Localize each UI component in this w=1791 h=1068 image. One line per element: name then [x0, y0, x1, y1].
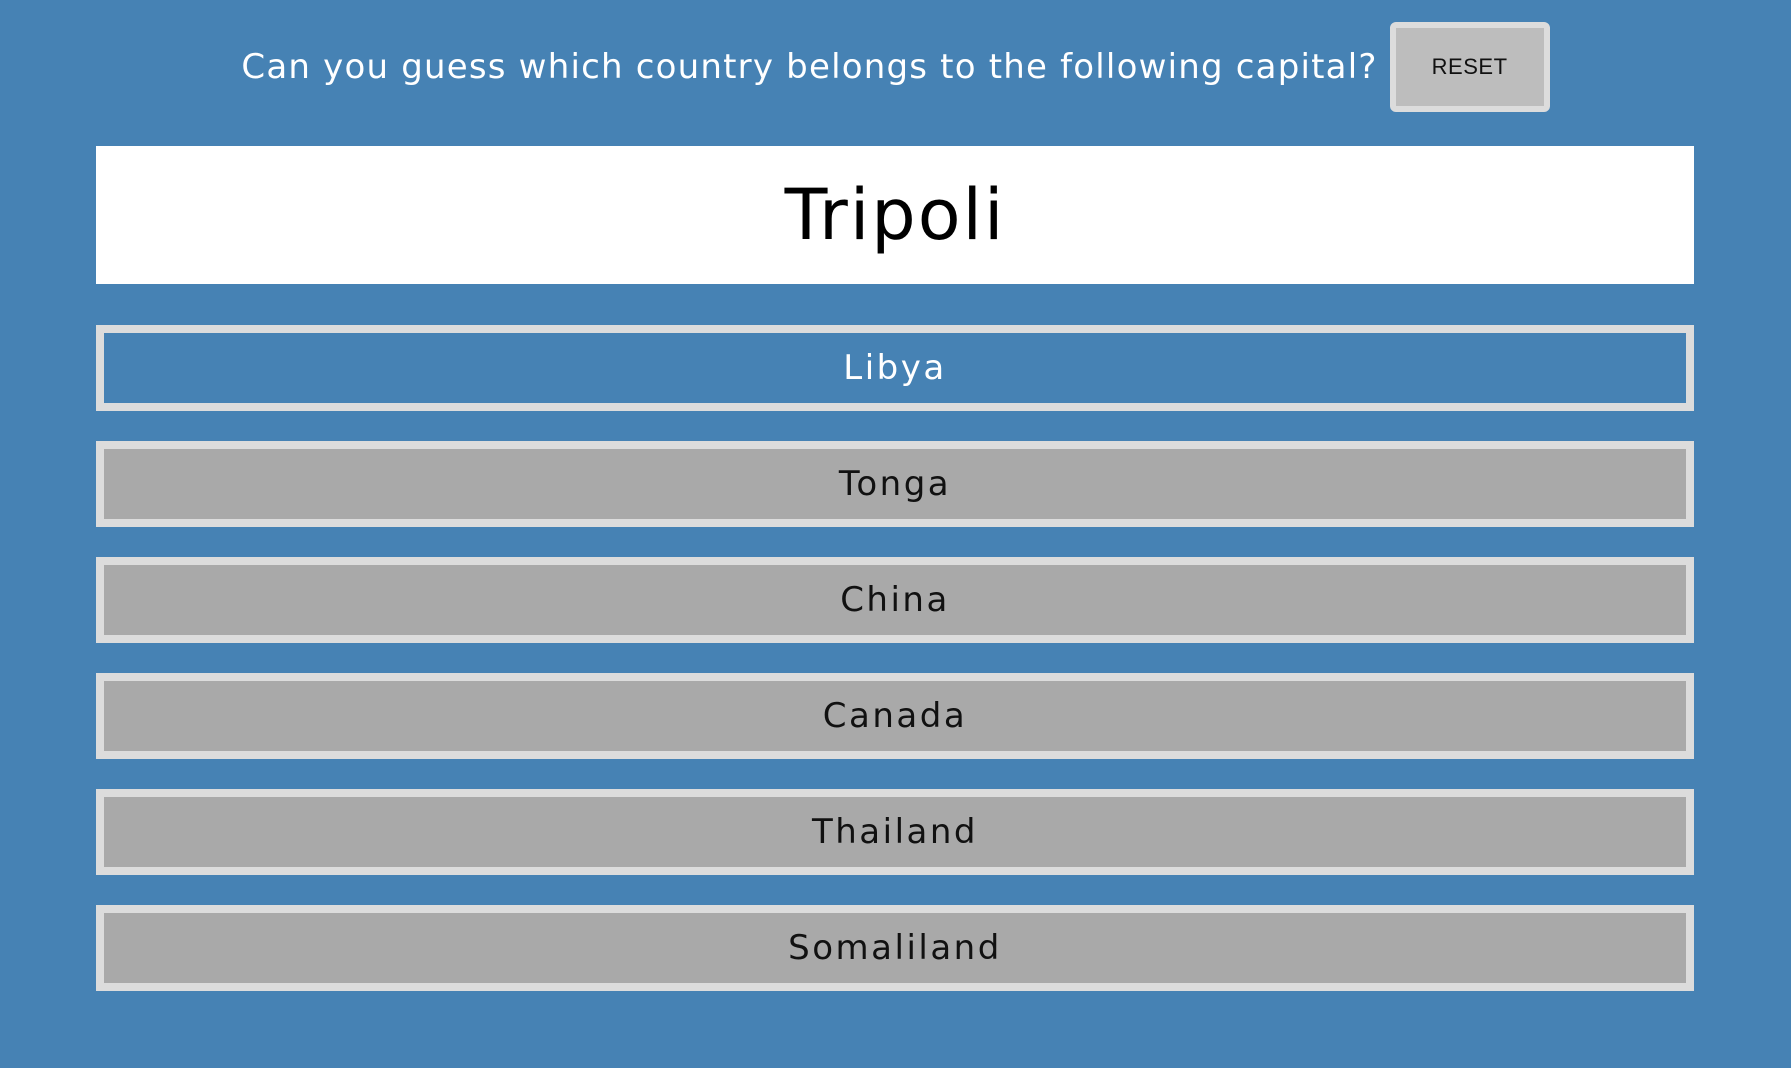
- reset-button[interactable]: RESET: [1389, 22, 1550, 112]
- question-prompt: Can you guess which country belongs to t…: [241, 47, 1378, 87]
- answer-option-china[interactable]: China: [96, 557, 1694, 643]
- answer-option-somaliland[interactable]: Somaliland: [96, 905, 1694, 991]
- answer-options: Libya Tonga China Canada Thailand Somali…: [96, 325, 1694, 1021]
- capital-name: Tripoli: [784, 174, 1006, 256]
- answer-option-tonga[interactable]: Tonga: [96, 441, 1694, 527]
- answer-option-thailand[interactable]: Thailand: [96, 789, 1694, 875]
- quiz-header: Can you guess which country belongs to t…: [0, 22, 1791, 112]
- answer-option-canada[interactable]: Canada: [96, 673, 1694, 759]
- capital-card: Tripoli: [96, 146, 1694, 284]
- answer-option-libya[interactable]: Libya: [96, 325, 1694, 411]
